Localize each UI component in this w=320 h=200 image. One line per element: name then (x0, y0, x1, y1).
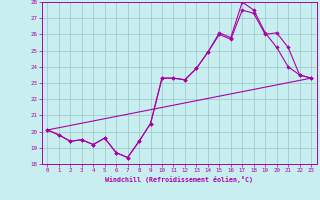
X-axis label: Windchill (Refroidissement éolien,°C): Windchill (Refroidissement éolien,°C) (105, 176, 253, 183)
